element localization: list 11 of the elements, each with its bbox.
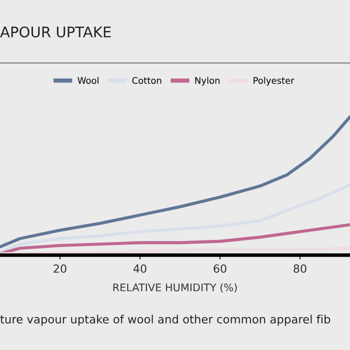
x-axis-title: RELATIVE HUMIDITY (%) bbox=[113, 283, 237, 293]
x-tick-label: 80 bbox=[294, 264, 306, 273]
text: ture vapour uptake of wool and other common apparel fib bbox=[0, 314, 330, 326]
x-tick-label: 40 bbox=[133, 264, 146, 273]
legend-label: Polyester bbox=[254, 76, 294, 86]
x-tick-label: 60 bbox=[214, 264, 226, 273]
legend-label: Wool bbox=[78, 76, 98, 84]
x-tick-label: 20 bbox=[54, 264, 66, 273]
chart-title: APOUR UPTAKE bbox=[0, 26, 111, 38]
legend-label: Cotton bbox=[132, 77, 162, 84]
legend-label: Nylon bbox=[195, 76, 220, 86]
